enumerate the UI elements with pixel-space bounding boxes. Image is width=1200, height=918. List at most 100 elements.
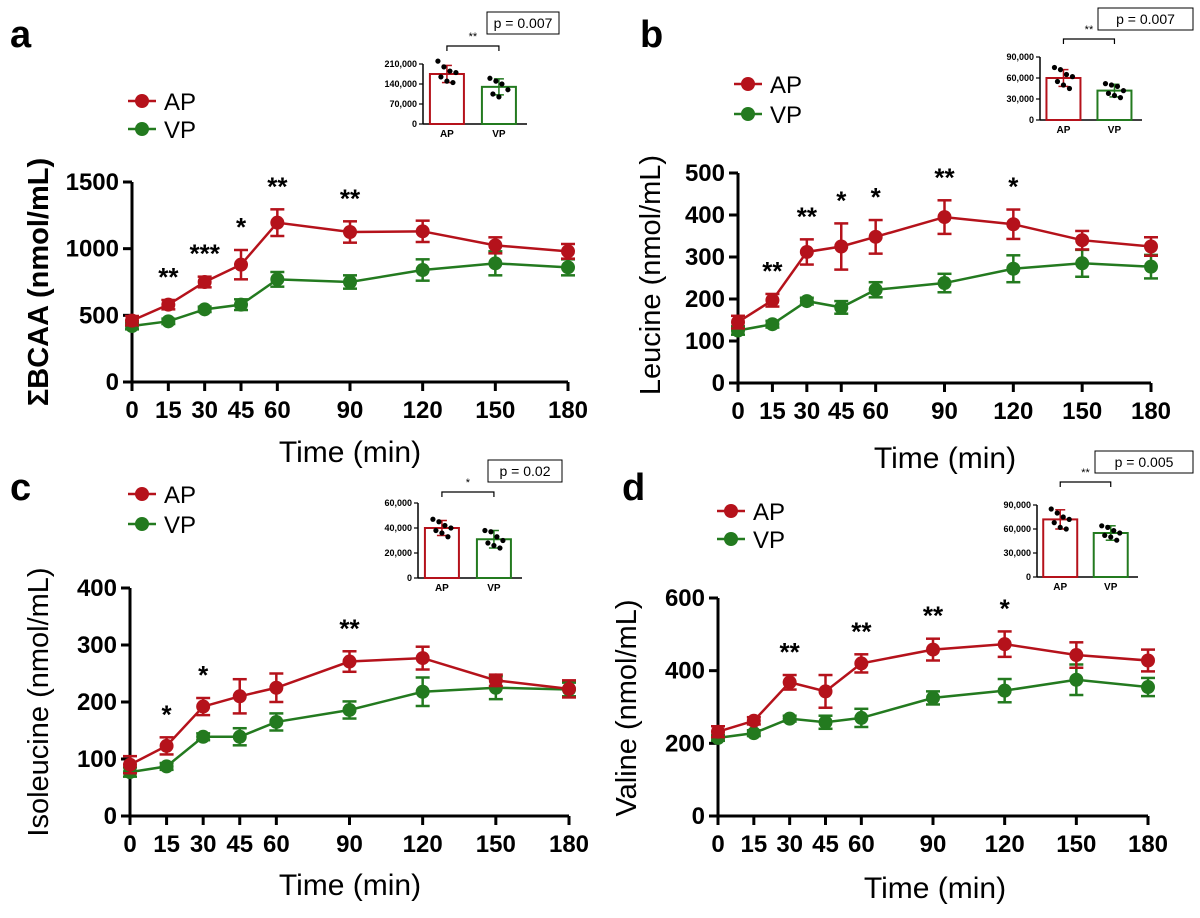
data-point (937, 210, 952, 225)
panel-c: c 0 100 200 300 400 0 15 30 45 60 90 120 150 180 Time (… (10, 459, 589, 902)
y-tick-label: 200 (685, 286, 725, 313)
y-tick-label: 100 (77, 746, 117, 773)
inset-dot (496, 94, 502, 100)
y-axis-label: ΣBCAA (nmol/mL) (23, 158, 55, 406)
data-point (234, 257, 248, 272)
legend-marker (724, 504, 738, 518)
x-tick-label: 30 (776, 831, 803, 858)
data-point (1075, 233, 1090, 248)
x-tick-label: 15 (153, 831, 180, 858)
legend-label: AP (164, 89, 196, 116)
legend-item-ap: AP (734, 72, 802, 99)
inset-significance: ** (469, 31, 478, 43)
data-point (1144, 259, 1158, 274)
legend-marker (724, 532, 738, 546)
legend-marker (741, 107, 755, 121)
y-tick-label: 300 (685, 244, 725, 271)
legend-item-vp: VP (128, 117, 196, 144)
inset-dot (1066, 85, 1073, 92)
data-point (159, 759, 174, 774)
x-tick-label: 180 (1131, 398, 1171, 425)
data-point (415, 684, 430, 699)
significance-marker: ** (762, 256, 783, 286)
inset-dot (447, 68, 453, 74)
significance-marker: * (836, 185, 847, 215)
x-tick-label: 90 (931, 398, 958, 425)
data-point (196, 729, 211, 744)
inset-dot (485, 540, 491, 546)
y-tick-label: 600 (665, 585, 705, 612)
significance-marker: * (162, 699, 173, 729)
significance-marker: ** (797, 201, 818, 231)
significance-marker: * (198, 660, 209, 690)
data-point (269, 680, 284, 695)
legend-marker (135, 122, 149, 136)
data-point (488, 256, 503, 271)
x-tick-label: 180 (549, 831, 589, 858)
x-tick-label: 15 (759, 398, 786, 425)
series-vp (125, 250, 575, 333)
inset-bracket (1062, 38, 1116, 44)
x-tick-label: 60 (263, 831, 290, 858)
x-tick-label: 120 (985, 831, 1025, 858)
data-point (997, 637, 1012, 652)
data-point (232, 729, 247, 744)
inset-dot (444, 78, 450, 84)
significance-marker: * (236, 212, 247, 242)
x-axis-label: Time (min) (279, 436, 421, 469)
inset-dot (1048, 506, 1054, 512)
inset-dot (1102, 532, 1108, 539)
inset-dot (433, 527, 439, 534)
inset-dot (505, 87, 511, 93)
inset-dot (499, 81, 505, 87)
y-tick-label: 500 (685, 160, 725, 187)
significance-marker: * (871, 182, 882, 212)
inset-bar-chart: 0 30,000 60,000 90,000 AP VP ** p = 0.007 (1006, 7, 1194, 136)
y-tick-label: 200 (665, 730, 705, 757)
data-point (161, 297, 176, 312)
x-tick-label: 0 (125, 397, 138, 424)
inset-y-tick-label: 0 (1029, 115, 1034, 125)
legend-label: AP (753, 499, 785, 526)
data-point (123, 757, 137, 772)
p-value-label: p = 0.007 (1116, 11, 1175, 27)
legend-marker (135, 94, 149, 108)
panel-b: b 0 100 200 300 400 500 0 15 30 45 60 90 120 150 180 Tim… (635, 7, 1194, 475)
inset-dot (445, 534, 451, 540)
significance-marker: * (1008, 172, 1019, 202)
data-point (746, 713, 761, 728)
data-point (782, 675, 797, 690)
p-value-box (1094, 450, 1194, 474)
inset-bracket (1059, 481, 1112, 487)
inset-dot (1057, 524, 1063, 531)
data-point (1069, 672, 1084, 687)
panel-letter: c (10, 467, 31, 509)
inset-dot (1105, 90, 1112, 96)
inset-dot (497, 545, 503, 551)
data-point (868, 282, 883, 297)
inset-dot (1054, 510, 1060, 516)
data-point (868, 229, 883, 244)
significance-marker: ** (780, 637, 801, 667)
inset-y-tick-label: 70,000 (389, 99, 417, 109)
inset-x-tick-label: AP (1053, 582, 1067, 593)
x-tick-label: 120 (403, 831, 443, 858)
inset-dot (438, 74, 444, 80)
inset-dot (1105, 524, 1111, 531)
data-point (561, 244, 575, 259)
y-tick-label: 500 (79, 302, 119, 329)
inset-dot (488, 529, 494, 535)
data-point (415, 651, 430, 666)
legend-marker (135, 487, 149, 501)
inset-bar-chart: 0 30,000 60,000 90,000 AP VP ** p = 0.005 (1003, 450, 1194, 593)
inset-dot (482, 527, 488, 534)
panel-d: d 0 200 400 600 0 15 30 45 60 90 120 150 180 Time (min… (611, 450, 1194, 905)
legend-item-vp: VP (717, 527, 785, 554)
inset-dot (1114, 537, 1120, 543)
inset-dot (436, 519, 442, 525)
data-point (342, 654, 357, 669)
data-point (782, 711, 797, 726)
inset-x-tick-label: AP (1057, 125, 1071, 136)
series-ap (731, 199, 1158, 330)
inset-significance: ** (1081, 467, 1090, 479)
